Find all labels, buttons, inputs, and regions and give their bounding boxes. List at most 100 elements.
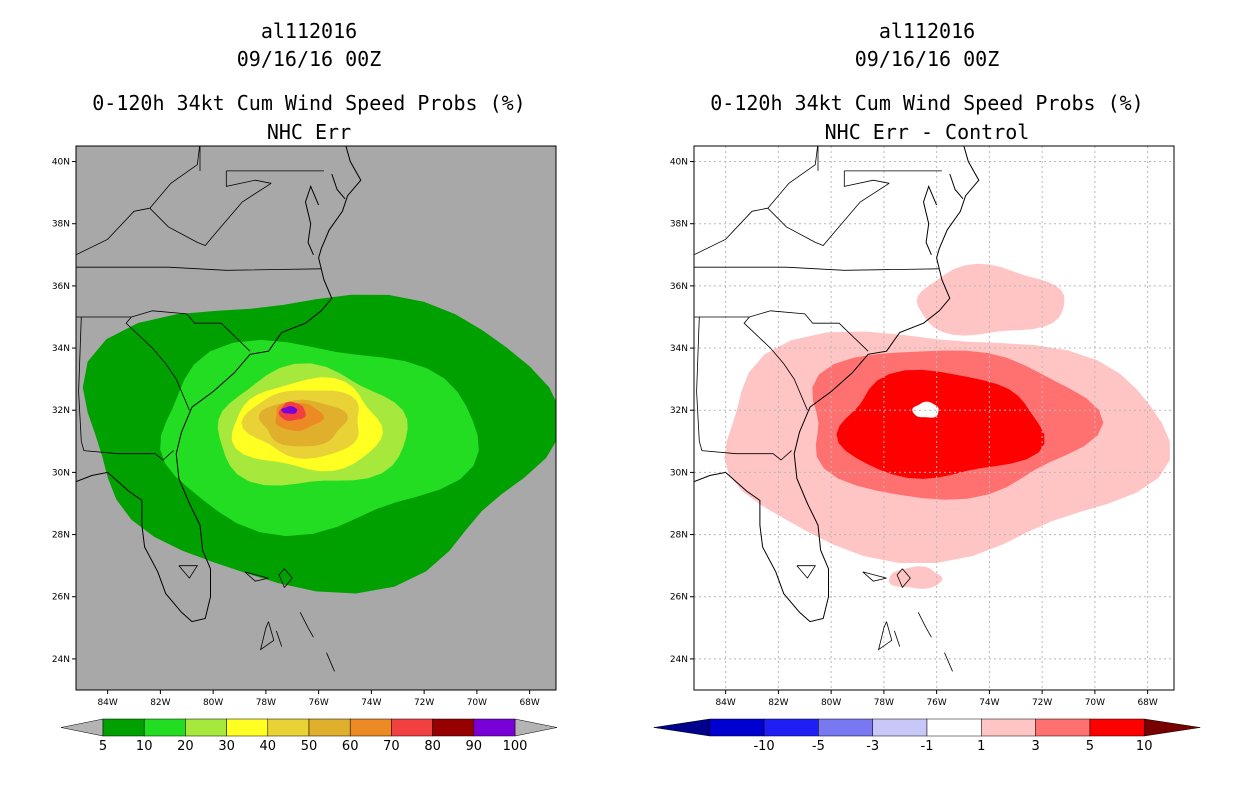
lon-tick-label: 78W [256,698,276,708]
colorbar-swatch [226,718,269,737]
lon-tick-label: 68W [519,698,539,708]
colorbar-swatch [818,718,873,737]
storm-id: al112016 [878,19,976,43]
map-frame [693,145,1175,691]
state-boundary [767,182,890,246]
colorbar-swatch [143,718,186,737]
chesapeake-bay [922,184,938,255]
colorbar-swatch [473,718,516,737]
colorbar-label: 40 [260,739,277,754]
lat-tick-label: 32N [52,406,70,416]
lat-tick-label: 24N [670,655,688,665]
lat-tick-label: 34N [52,344,70,354]
state-boundary [743,316,808,411]
island [276,630,283,647]
colorbar-label: 80 [424,739,441,754]
colorbar-label: 100 [503,739,528,754]
colorbar-label: 50 [301,739,318,754]
lat-tick-label: 38N [670,220,688,230]
chart-title: 0-120h 34kt Cum Wind Speed Probs (%) [92,91,526,115]
state-boundary [694,310,869,352]
colorbar-swatch [872,718,928,737]
lon-tick-label: 78W [874,698,894,708]
colorbar-swatch [709,718,765,737]
lon-tick-label: 82W [768,698,788,708]
island [244,571,269,582]
lat-tick-label: 32N [670,406,688,416]
island [917,612,932,638]
state-boundary [76,207,150,256]
lon-tick-label: 76W [926,698,946,708]
map-frame [75,145,557,691]
lat-tick-label: 36N [52,282,70,292]
colorbar-swatch [432,718,475,737]
contour-90-pct [281,406,298,414]
island [944,652,953,672]
map-plot: 40N 38N 36N 34N 32N 30N 28N 26N 24N 84W 82W 80W 78W 7… [653,145,1201,754]
colorbar-label: 10 [136,739,153,754]
coastline [694,146,980,623]
colorbar-swatch [308,718,351,737]
colorbar-label: 30 [218,739,235,754]
delaware-bay [331,173,346,200]
lon-tick-label: 76W [308,698,328,708]
colorbar-label: 5 [1086,739,1094,754]
map-content [694,146,1174,690]
colorbar-swatch [102,718,145,737]
lon-tick-label: 68W [1137,698,1157,708]
datetime: 09/16/16 00Z [236,47,382,71]
chesapeake-bay [304,184,320,255]
colorbar-label: 10 [1136,739,1153,754]
colorbar-label: 1 [977,739,985,754]
island [896,568,911,589]
colorbar-label: 5 [99,739,107,754]
lat-tick-label: 38N [52,220,70,230]
storm-id: al112016 [260,19,358,43]
panel-nhc-err-control: al112016 09/16/16 00Z 0-120h 34kt Cum Wi… [618,0,1236,800]
lon-tick-label: 84W [97,698,117,708]
map-plot: 40N 38N 36N 34N 32N 30N 28N 26N 24N 84W 82W 80W 78W 7… [52,145,558,754]
state-boundary [843,170,890,187]
chart-subtitle: NHC Err - Control [824,120,1030,144]
state-boundary [694,207,768,256]
island [862,571,887,582]
island [877,621,893,651]
colorbar-swatch [185,718,227,737]
state-boundary [767,146,819,209]
colorbar-left-arrow [60,718,104,737]
lat-tick-label: 30N [52,468,70,478]
colorbar-label: -10 [753,739,774,754]
datetime: 09/16/16 00Z [854,47,1000,71]
island [796,565,817,579]
colorbar-label: 20 [177,739,194,754]
contour-1-pct [888,566,943,589]
colorbar-swatch [267,718,310,737]
lat-tick-label: 40N [670,158,688,168]
colorbar-label: -5 [812,739,825,754]
contour-neg1-pct [912,401,939,418]
state-boundary [80,441,174,461]
lat-tick-label: 40N [52,158,70,168]
state-boundary [78,316,82,442]
chart-subtitle: NHC Err [266,120,352,144]
colorbar-swatch [981,718,1036,737]
coastline [76,146,362,623]
state-boundary [696,316,700,442]
delaware-bay [949,173,964,200]
lat-tick-label: 28N [52,531,70,541]
colorbar-swatch [1089,718,1145,737]
colorbar-swatch [349,718,392,737]
colorbar-right-arrow [514,718,558,737]
colorbar-label: -1 [921,739,934,754]
colorbar-right-arrow [1143,718,1201,737]
colorbar-swatch [926,718,982,737]
colorbar-label: 70 [383,739,400,754]
state-boundary [149,182,272,246]
island [894,630,901,647]
lat-tick-label: 28N [670,531,688,541]
state-boundary [698,441,792,461]
state-boundary [225,170,272,187]
map-content [76,146,556,672]
state-boundary [76,266,322,271]
colorbar-label: 90 [466,739,483,754]
